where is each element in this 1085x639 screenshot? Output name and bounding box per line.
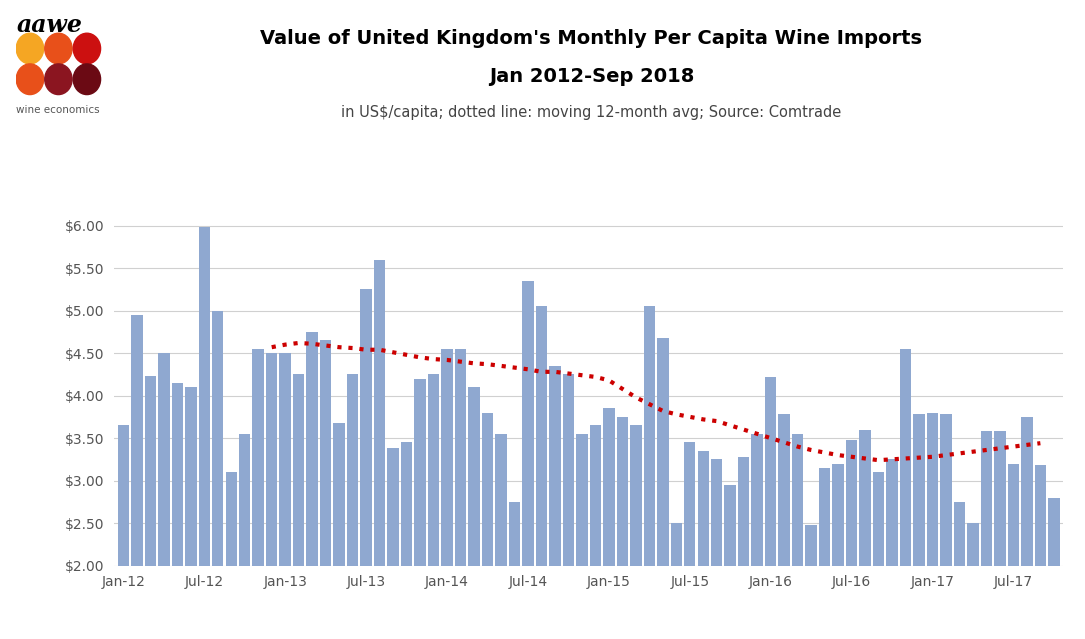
- Bar: [1035, 465, 1046, 639]
- Bar: [725, 485, 736, 639]
- Bar: [711, 459, 723, 639]
- Bar: [630, 426, 641, 639]
- Bar: [914, 414, 924, 639]
- Bar: [522, 281, 534, 639]
- Bar: [994, 431, 1006, 639]
- Bar: [509, 502, 520, 639]
- Bar: [981, 431, 992, 639]
- Bar: [792, 434, 803, 639]
- Bar: [616, 417, 628, 639]
- Bar: [131, 315, 142, 639]
- Bar: [765, 377, 777, 639]
- Bar: [495, 434, 507, 639]
- Text: Value of United Kingdom's Monthly Per Capita Wine Imports: Value of United Kingdom's Monthly Per Ca…: [260, 29, 922, 48]
- Bar: [117, 426, 129, 639]
- Bar: [778, 414, 790, 639]
- Bar: [698, 451, 709, 639]
- Text: aawe: aawe: [16, 13, 82, 37]
- Bar: [400, 442, 412, 639]
- Text: wine economics: wine economics: [16, 105, 100, 115]
- Bar: [1008, 463, 1019, 639]
- Bar: [320, 341, 331, 639]
- Bar: [293, 374, 305, 639]
- Bar: [941, 414, 952, 639]
- Bar: [589, 426, 601, 639]
- Bar: [805, 525, 817, 639]
- Bar: [253, 349, 264, 639]
- Bar: [360, 289, 372, 639]
- Bar: [671, 523, 682, 639]
- Bar: [333, 423, 345, 639]
- Bar: [536, 307, 547, 639]
- Bar: [226, 472, 237, 639]
- Bar: [954, 502, 966, 639]
- Bar: [212, 311, 224, 639]
- Bar: [1048, 498, 1060, 639]
- Circle shape: [73, 64, 101, 95]
- Bar: [899, 349, 911, 639]
- Circle shape: [16, 33, 43, 64]
- Bar: [280, 353, 291, 639]
- Bar: [658, 338, 668, 639]
- Bar: [967, 523, 979, 639]
- Bar: [549, 366, 561, 639]
- Bar: [239, 434, 251, 639]
- Bar: [374, 259, 385, 639]
- Bar: [846, 440, 857, 639]
- Bar: [144, 376, 156, 639]
- Bar: [576, 434, 588, 639]
- Bar: [859, 429, 871, 639]
- Bar: [563, 374, 574, 639]
- Bar: [171, 383, 183, 639]
- Bar: [1021, 417, 1033, 639]
- Bar: [442, 349, 452, 639]
- Text: Jan 2012-Sep 2018: Jan 2012-Sep 2018: [488, 67, 694, 86]
- Circle shape: [44, 64, 72, 95]
- Bar: [872, 472, 884, 639]
- Text: in US$/capita; dotted line: moving 12-month avg; Source: Comtrade: in US$/capita; dotted line: moving 12-mo…: [341, 105, 842, 120]
- Bar: [199, 227, 210, 639]
- Circle shape: [73, 33, 101, 64]
- Bar: [186, 387, 196, 639]
- Circle shape: [44, 33, 72, 64]
- Bar: [603, 408, 614, 639]
- Bar: [927, 413, 939, 639]
- Bar: [427, 374, 439, 639]
- Bar: [387, 449, 399, 639]
- Bar: [752, 434, 763, 639]
- Bar: [832, 463, 844, 639]
- Bar: [738, 457, 750, 639]
- Bar: [643, 307, 655, 639]
- Bar: [469, 387, 480, 639]
- Bar: [266, 353, 278, 639]
- Bar: [684, 442, 695, 639]
- Bar: [455, 349, 467, 639]
- Bar: [306, 332, 318, 639]
- Bar: [482, 413, 494, 639]
- Circle shape: [16, 64, 43, 95]
- Bar: [886, 459, 897, 639]
- Bar: [414, 379, 425, 639]
- Bar: [819, 468, 830, 639]
- Bar: [158, 353, 169, 639]
- Bar: [347, 374, 358, 639]
